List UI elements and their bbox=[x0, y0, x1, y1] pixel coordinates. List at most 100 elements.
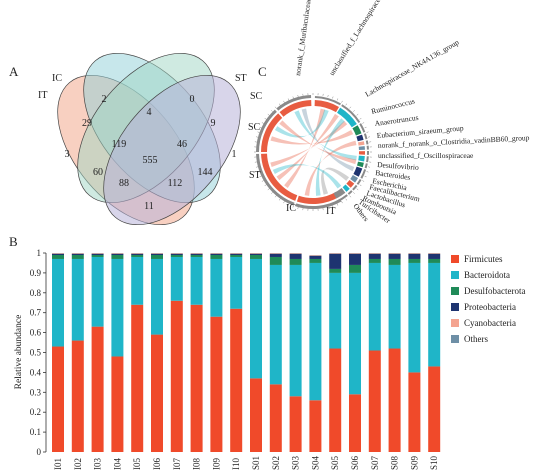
legend-swatch bbox=[451, 271, 459, 279]
bar-segment-cyanobacteria bbox=[210, 253, 223, 254]
panel-letter-a: A bbox=[9, 64, 19, 79]
bar-segment-firmicutes bbox=[170, 300, 183, 452]
venn-label-ic: IC bbox=[52, 73, 62, 84]
y-tick-label: 0.6 bbox=[30, 328, 42, 338]
chord-tick bbox=[261, 180, 264, 182]
x-tick-label: I04 bbox=[112, 458, 122, 470]
chord-tick bbox=[359, 117, 362, 120]
bar-segment-firmicutes bbox=[289, 396, 302, 452]
venn-label-sc: SC bbox=[250, 91, 263, 102]
chord-ribbon bbox=[272, 164, 342, 189]
chord-taxon-outer-arc bbox=[366, 156, 369, 163]
bars bbox=[52, 253, 441, 452]
chord-taxon-arc bbox=[358, 151, 365, 155]
chord-tick bbox=[345, 198, 348, 201]
y-tick-label: 0.7 bbox=[30, 308, 42, 318]
x-tick-label: S07 bbox=[370, 455, 380, 470]
chord-tick bbox=[297, 207, 299, 210]
bar-segment-desulfobacterota bbox=[289, 258, 302, 265]
bar-segment-proteobacteria bbox=[349, 253, 361, 265]
x-tick-label: I03 bbox=[93, 458, 103, 470]
legend-label: Desulfobacterota bbox=[464, 286, 525, 296]
chord-tick bbox=[255, 166, 258, 168]
venn-count-ic-sc: 144 bbox=[198, 167, 213, 178]
bar-segment-proteobacteria bbox=[368, 253, 381, 259]
bar-segment-cyanobacteria bbox=[368, 253, 381, 254]
bar-segment-desulfobacterota bbox=[269, 256, 282, 265]
legend-swatch bbox=[451, 335, 459, 343]
chord-taxon-arc bbox=[342, 184, 350, 192]
bar-segment-firmicutes bbox=[428, 366, 441, 452]
bar-segment-proteobacteria bbox=[388, 253, 401, 259]
chord-tick bbox=[366, 131, 369, 133]
chord-taxon-outer-arc bbox=[356, 179, 362, 185]
bar-segment-cyanobacteria bbox=[230, 253, 243, 254]
venn-label-it: IT bbox=[38, 90, 47, 101]
bar-segment-proteobacteria bbox=[329, 253, 342, 269]
bar-segment-cyanobacteria bbox=[111, 253, 124, 254]
legend-swatch bbox=[451, 287, 459, 295]
chord-tick bbox=[341, 201, 343, 204]
bar-segment-cyanobacteria bbox=[329, 253, 342, 254]
x-tick-label: S02 bbox=[271, 456, 281, 470]
chord-taxon-outer-arc bbox=[366, 145, 369, 150]
chord-tick bbox=[364, 126, 367, 129]
bar-segment-cyanobacteria bbox=[388, 253, 401, 254]
venn-count-it-sc: 11 bbox=[144, 201, 154, 212]
bar-segment-firmicutes bbox=[349, 394, 361, 452]
chord-tick bbox=[264, 184, 267, 187]
chord-taxon-arc bbox=[357, 141, 365, 146]
bar-segment-firmicutes bbox=[131, 304, 144, 452]
bar-segment-proteobacteria bbox=[131, 253, 144, 255]
y-tick-label: 0.5 bbox=[30, 348, 42, 358]
chord-taxon-7: unclassified_f_Oscillospiraceae bbox=[378, 151, 474, 160]
legend-swatch bbox=[451, 255, 459, 263]
venn-count-ic-only: 2 bbox=[102, 94, 107, 105]
bar-segment-firmicutes bbox=[151, 334, 163, 452]
chord-tick bbox=[349, 195, 352, 198]
chord-taxon-arc bbox=[358, 155, 365, 162]
chord-tick bbox=[274, 195, 277, 198]
bar-segment-firmicutes bbox=[388, 348, 401, 452]
bar-segment-proteobacteria bbox=[250, 253, 262, 255]
venn-count-st-only: 0 bbox=[190, 94, 195, 105]
chord-tick bbox=[278, 103, 281, 106]
x-tick-label: S01 bbox=[251, 456, 261, 470]
bar-segment-firmicutes bbox=[329, 348, 342, 452]
x-tick-label: I01 bbox=[53, 458, 63, 470]
bar-segment-proteobacteria bbox=[269, 253, 282, 257]
chord-group-outer-arc bbox=[256, 109, 277, 152]
bar-segment-proteobacteria bbox=[190, 253, 203, 255]
bar-segment-firmicutes bbox=[210, 316, 223, 452]
chord-tick bbox=[278, 198, 281, 201]
chord-taxon-outer-arc bbox=[363, 133, 368, 140]
bar-segment-cyanobacteria bbox=[131, 253, 144, 254]
chord-ticks bbox=[254, 93, 372, 211]
chord-taxon-arc bbox=[314, 100, 339, 113]
bar-segment-proteobacteria bbox=[151, 253, 163, 255]
x-tick-label: I08 bbox=[192, 458, 202, 470]
bar-segment-desulfobacterota bbox=[349, 264, 361, 273]
venn-label-st: ST bbox=[235, 73, 247, 84]
chord-tick bbox=[274, 106, 277, 109]
x-tick-label: S09 bbox=[409, 455, 419, 470]
chord-group-outer-arc bbox=[295, 198, 342, 210]
venn-count-it-ic: 29 bbox=[82, 118, 92, 129]
y-tick-label: 0.8 bbox=[30, 288, 42, 298]
chord-taxon-arc bbox=[356, 134, 364, 142]
x-tick-label: S10 bbox=[429, 455, 439, 470]
x-tick-label: I05 bbox=[132, 458, 142, 470]
legend-swatch bbox=[451, 303, 459, 311]
bar-segment-cyanobacteria bbox=[71, 253, 84, 254]
venn-count-center: 555 bbox=[143, 155, 158, 166]
chord-tick bbox=[362, 122, 365, 124]
chord-tick bbox=[353, 192, 355, 194]
chord-tick bbox=[257, 131, 260, 133]
chord-tick bbox=[362, 180, 365, 182]
chord-group-ic: IC bbox=[286, 203, 296, 214]
bar-segment-desulfobacterota bbox=[388, 258, 401, 265]
chord-ribbon bbox=[315, 118, 345, 196]
bar-segment-desulfobacterota bbox=[428, 258, 441, 263]
bar-segment-bacteroidota bbox=[52, 258, 64, 347]
chord-group-arc bbox=[296, 191, 339, 204]
